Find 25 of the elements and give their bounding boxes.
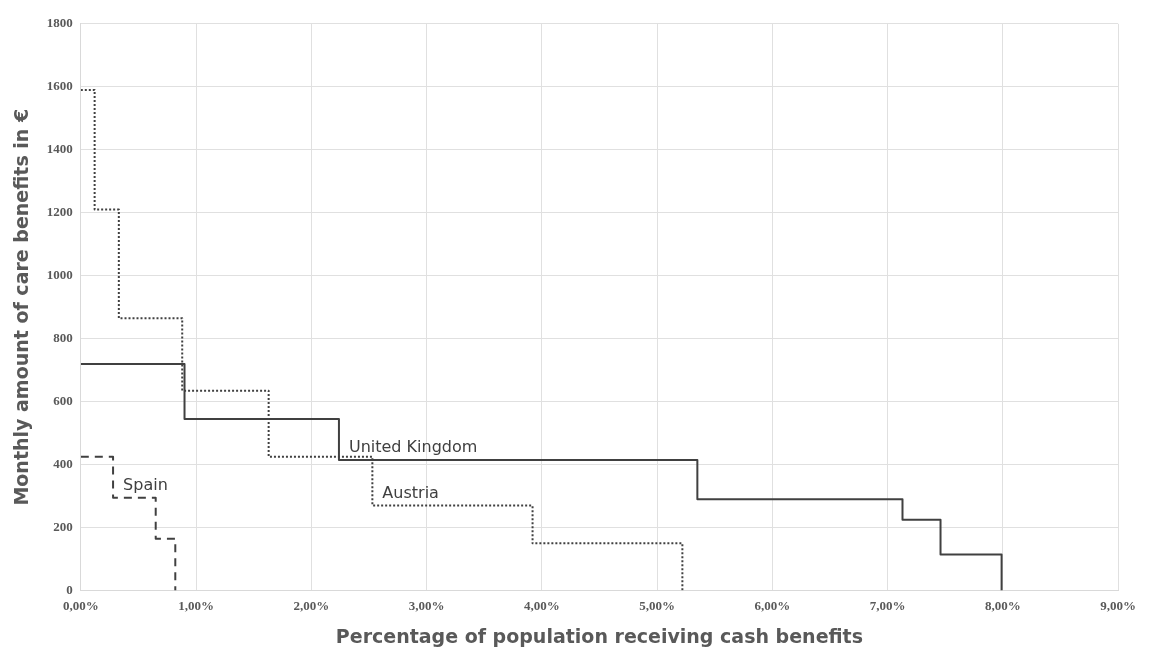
- y-tick-label: 0: [66, 581, 73, 597]
- x-tick-label: 2,00%: [293, 597, 330, 613]
- x-tick-label: 4,00%: [523, 597, 560, 613]
- x-tick-label: 0,00%: [62, 597, 99, 613]
- x-tick-label: 3,00%: [408, 597, 445, 613]
- x-tick-label: 7,00%: [869, 597, 906, 613]
- y-tick-label: 1000: [46, 267, 73, 283]
- y-tick-label: 400: [53, 456, 73, 471]
- y-tick-label: 1400: [46, 141, 73, 157]
- y-tick-label: 1600: [46, 78, 73, 94]
- x-axis-title: Percentage of population receiving cash benefits: [335, 624, 863, 647]
- y-tick-label: 1800: [46, 15, 73, 31]
- x-tick-label: 8,00%: [984, 597, 1021, 613]
- series-label: Austria: [382, 482, 439, 502]
- y-tick-label: 600: [53, 393, 73, 409]
- x-tick-label: 1,00%: [178, 597, 214, 613]
- x-tick-label: 6,00%: [754, 597, 791, 613]
- x-tick-label: 5,00%: [639, 597, 675, 613]
- y-tick-label: 800: [53, 330, 73, 346]
- y-tick-label: 200: [53, 518, 73, 534]
- series-label: United Kingdom: [348, 437, 478, 457]
- x-tick-label: 9,00%: [1100, 597, 1136, 613]
- series-label: Spain: [123, 474, 168, 494]
- y-tick-label: 1200: [46, 204, 73, 220]
- y-axis-title: Monthly amount of care benefits in €: [10, 108, 33, 506]
